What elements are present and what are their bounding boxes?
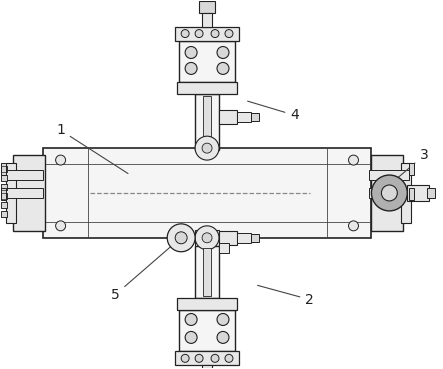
Bar (237, 233, 251, 243)
Circle shape (217, 62, 229, 75)
Bar (1, 163, 6, 175)
Text: 3: 3 (392, 148, 429, 183)
Circle shape (225, 354, 233, 362)
Circle shape (56, 221, 66, 231)
Bar (202, 13, 212, 27)
Bar (177, 82, 237, 94)
Bar (1, 184, 7, 190)
Bar (401, 163, 411, 223)
Circle shape (195, 136, 219, 160)
Circle shape (217, 331, 229, 344)
Bar (369, 188, 409, 198)
Circle shape (181, 30, 189, 38)
Bar (1, 188, 6, 200)
Bar (1, 202, 7, 208)
Bar (3, 170, 43, 180)
Text: 1: 1 (56, 123, 128, 173)
Bar (175, 27, 239, 41)
Bar (409, 163, 414, 175)
Circle shape (195, 30, 203, 38)
Circle shape (381, 185, 397, 201)
Text: 5: 5 (111, 232, 188, 301)
Bar (369, 170, 409, 180)
Bar (195, 230, 219, 246)
Bar (1, 211, 7, 217)
Circle shape (211, 30, 219, 38)
Circle shape (211, 354, 219, 362)
Circle shape (185, 46, 197, 58)
Bar (202, 365, 212, 369)
Bar (1, 175, 7, 181)
Bar (371, 155, 403, 231)
Bar (1, 193, 7, 199)
Bar (195, 94, 219, 150)
Bar (1, 184, 7, 190)
Bar (13, 155, 45, 231)
Circle shape (185, 62, 197, 75)
Circle shape (217, 46, 229, 58)
Circle shape (371, 175, 407, 211)
Circle shape (349, 221, 358, 231)
Bar (407, 185, 429, 201)
Circle shape (225, 30, 233, 38)
Bar (219, 110, 237, 124)
Circle shape (167, 224, 195, 252)
Bar (1, 202, 7, 208)
Circle shape (349, 155, 358, 165)
Bar (199, 1, 215, 13)
Text: 4: 4 (248, 101, 299, 122)
Bar (6, 163, 16, 223)
Circle shape (185, 314, 197, 325)
Bar (179, 41, 235, 82)
Bar (179, 310, 235, 351)
Circle shape (195, 354, 203, 362)
Circle shape (202, 233, 212, 243)
Circle shape (181, 354, 189, 362)
Bar (237, 112, 251, 122)
Bar (195, 246, 219, 297)
Bar (219, 243, 229, 253)
Bar (1, 166, 7, 172)
Bar (43, 148, 371, 238)
Bar (251, 113, 259, 121)
Bar (1, 193, 7, 199)
Bar (1, 166, 7, 172)
Bar (203, 248, 211, 296)
Circle shape (202, 143, 212, 153)
Text: 2: 2 (257, 285, 314, 307)
Circle shape (217, 314, 229, 325)
Circle shape (185, 331, 197, 344)
Bar (427, 188, 435, 198)
Bar (175, 351, 239, 365)
Bar (251, 234, 259, 242)
Bar (203, 96, 211, 148)
Bar (177, 297, 237, 310)
Bar (1, 211, 7, 217)
Bar (3, 188, 43, 198)
Bar (409, 188, 414, 200)
Circle shape (195, 226, 219, 250)
Bar (219, 231, 237, 245)
Bar (1, 175, 7, 181)
Circle shape (175, 232, 187, 244)
Circle shape (56, 155, 66, 165)
